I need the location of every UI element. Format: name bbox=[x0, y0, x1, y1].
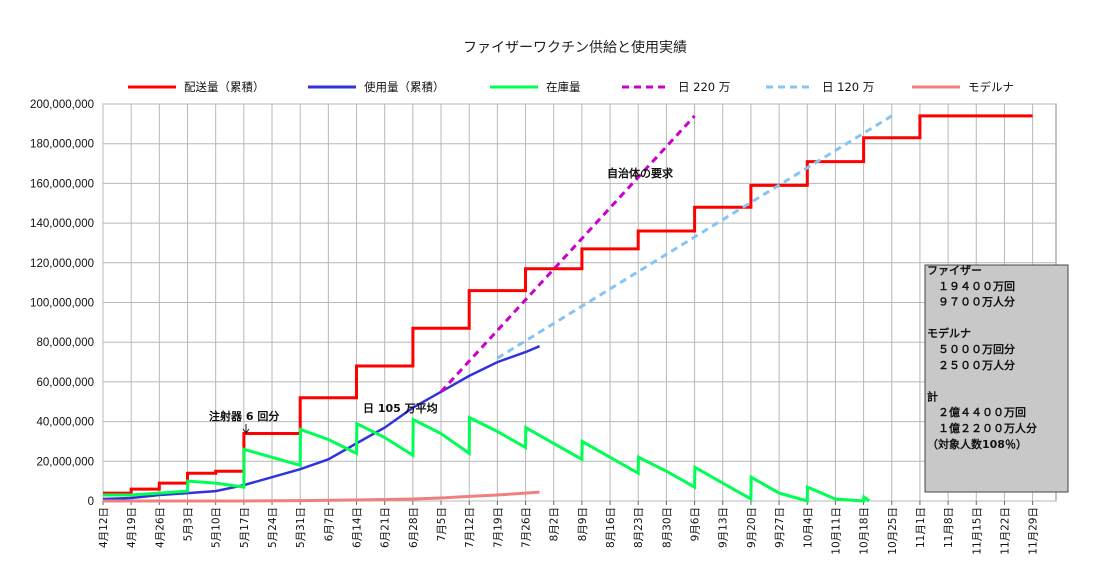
y-tick-label: 60,000,000 bbox=[36, 377, 94, 389]
x-tick-label: 10月4日 bbox=[802, 507, 814, 548]
x-axis: 4月12日 4月19日 4月26日 5月3日 5月10日 5月17日 5月24日 5月31日 6… bbox=[98, 501, 1040, 555]
series-line-1 bbox=[102, 345, 541, 501]
x-tick-label: 4月19日 bbox=[126, 507, 138, 548]
x-tick-label: 7月19日 bbox=[492, 507, 504, 548]
legend-label: 日 120 万 bbox=[822, 80, 874, 94]
info-box-panel bbox=[924, 264, 1069, 493]
y-tick-label: 160,000,000 bbox=[30, 178, 94, 190]
legend: 配送量（累積） 使用量（累積） 在庫量 日 220 万 日 120 万 モデルナ bbox=[128, 80, 1014, 94]
info-box-line: １億２２００万人分 bbox=[927, 421, 1037, 435]
series-line-4 bbox=[496, 114, 893, 360]
x-tick-label: 5月3日 bbox=[183, 507, 195, 541]
x-tick-label: 8月30日 bbox=[661, 507, 673, 548]
chart-title: ファイザーワクチン供給と使用実績 bbox=[463, 39, 687, 56]
info-box-line: 計 bbox=[927, 389, 938, 403]
x-tick-label: 4月26日 bbox=[154, 507, 166, 548]
x-tick-label: 8月16日 bbox=[605, 507, 617, 548]
x-tick-label: 9月27日 bbox=[774, 507, 786, 548]
y-tick-label: 140,000,000 bbox=[30, 218, 94, 230]
annotation-arrowhead bbox=[242, 428, 250, 434]
x-tick-label: 7月5日 bbox=[436, 507, 448, 541]
x-tick-label: 11月15日 bbox=[971, 507, 983, 555]
legend-label: モデルナ bbox=[968, 80, 1014, 94]
info-box-line: １９４００万回 bbox=[927, 279, 1015, 293]
plot-area bbox=[102, 114, 1033, 503]
x-tick-label: 6月21日 bbox=[380, 507, 392, 548]
x-tick-label: 9月13日 bbox=[718, 507, 730, 548]
x-tick-label: 5月31日 bbox=[295, 507, 307, 548]
legend-label: 日 220 万 bbox=[678, 80, 730, 94]
y-tick-label: 40,000,000 bbox=[36, 417, 94, 429]
y-tick-label: 200,000,000 bbox=[30, 99, 94, 111]
x-tick-label: 6月7日 bbox=[323, 507, 335, 541]
x-tick-label: 11月1日 bbox=[915, 507, 927, 548]
annotation-municipal-request: 自治体の要求 bbox=[607, 166, 674, 180]
legend-label: 使用量（累積） bbox=[364, 80, 445, 94]
series-line-2 bbox=[103, 415, 871, 503]
y-tick-label: 180,000,000 bbox=[30, 139, 94, 151]
x-tick-label: 6月14日 bbox=[352, 507, 364, 548]
y-tick-label: 0 bbox=[88, 496, 94, 508]
info-box-line: モデルナ bbox=[927, 326, 971, 340]
x-tick-label: 10月18日 bbox=[859, 507, 871, 555]
y-tick-label: 100,000,000 bbox=[30, 298, 94, 310]
series-line-5 bbox=[103, 490, 540, 503]
x-tick-label: 4月12日 bbox=[98, 507, 110, 548]
x-tick-label: 5月10日 bbox=[211, 507, 223, 548]
x-tick-label: 11月22日 bbox=[999, 507, 1011, 555]
x-tick-label: 9月6日 bbox=[690, 507, 702, 541]
y-tick-label: 80,000,000 bbox=[36, 337, 94, 349]
annotation-daily-average: 日 105 万平均 bbox=[363, 401, 438, 415]
x-tick-label: 8月2日 bbox=[549, 507, 561, 541]
x-tick-label: 11月8日 bbox=[943, 507, 955, 548]
info-box-line: ２５００万人分 bbox=[927, 358, 1015, 372]
annotations: 注射器 6 回分 日 105 万平均 自治体の要求 bbox=[209, 166, 674, 434]
x-tick-label: 7月26日 bbox=[521, 507, 533, 548]
info-box-line: （対象人数108％） bbox=[927, 437, 1027, 451]
grid bbox=[102, 103, 1057, 502]
legend-label: 配送量（累積） bbox=[184, 80, 265, 94]
x-tick-label: 11月29日 bbox=[1028, 507, 1040, 555]
legend-label: 在庫量 bbox=[546, 80, 581, 94]
x-tick-label: 5月17日 bbox=[239, 507, 251, 548]
x-tick-label: 6月28日 bbox=[408, 507, 420, 548]
x-tick-label: 7月12日 bbox=[464, 507, 476, 548]
info-box-line: ２億４４００万回 bbox=[927, 405, 1026, 419]
x-tick-label: 8月23日 bbox=[633, 507, 645, 548]
series-line-3 bbox=[439, 114, 696, 393]
x-tick-label: 9月20日 bbox=[746, 507, 758, 548]
y-axis: 0 20,000,000 40,000,000 60,000,000 80,000,00… bbox=[30, 99, 94, 508]
info-box-line: ファイザー bbox=[927, 264, 982, 277]
info-box-line: ９７００万人分 bbox=[927, 295, 1015, 309]
x-tick-label: 8月9日 bbox=[577, 507, 589, 541]
y-tick-label: 120,000,000 bbox=[30, 258, 94, 270]
info-box-line: ５０００万回分 bbox=[927, 342, 1015, 356]
y-tick-label: 20,000,000 bbox=[36, 456, 94, 468]
x-tick-label: 10月11日 bbox=[830, 507, 842, 555]
x-tick-label: 10月25日 bbox=[887, 507, 899, 555]
x-tick-label: 5月24日 bbox=[267, 507, 279, 548]
series-line-0 bbox=[103, 114, 1033, 495]
annotation-syringe: 注射器 6 回分 bbox=[209, 409, 279, 423]
